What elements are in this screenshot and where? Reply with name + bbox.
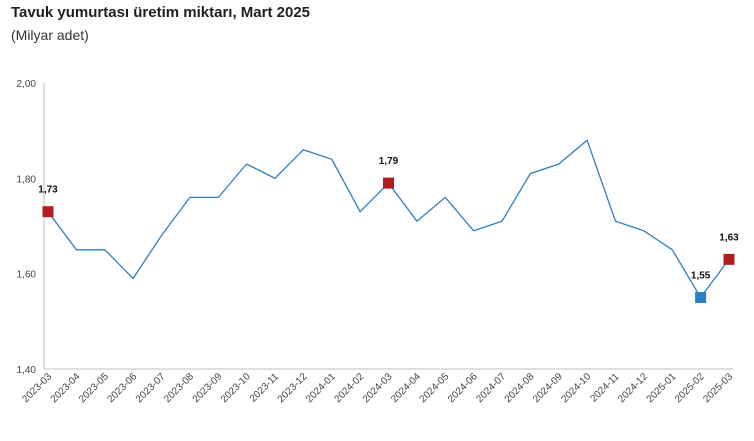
x-tick-label: 2024-08 <box>503 371 537 405</box>
x-tick-label: 2024-10 <box>560 371 594 405</box>
y-tick-label: 1,60 <box>17 270 37 281</box>
y-tick-label: 2,00 <box>17 79 37 90</box>
x-tick-label: 2024-06 <box>446 371 480 405</box>
x-tick-label: 2023-05 <box>77 371 111 405</box>
y-tick-label: 1,80 <box>17 174 37 185</box>
chart-subtitle: (Milyar adet) <box>11 27 89 43</box>
x-tick-label: 2023-04 <box>49 371 83 405</box>
data-label: 1,63 <box>719 232 739 243</box>
x-tick-label: 2024-05 <box>418 371 452 405</box>
x-tick-label: 2023-12 <box>276 371 310 405</box>
data-point-marker <box>695 292 707 303</box>
x-tick-label: 2024-01 <box>304 371 338 405</box>
x-tick-label: 2023-03 <box>20 371 54 405</box>
x-tick-label: 2025-03 <box>701 371 735 405</box>
data-point-marker <box>383 177 394 189</box>
x-tick-label: 2024-03 <box>361 371 395 405</box>
x-tick-label: 2023-11 <box>248 371 282 405</box>
data-label: 1,55 <box>691 271 711 282</box>
x-tick-label: 2024-11 <box>588 371 622 405</box>
data-point-marker <box>42 206 54 218</box>
x-tick-label: 2023-06 <box>106 371 140 405</box>
x-tick-label: 2023-09 <box>191 371 225 405</box>
x-tick-label: 2024-04 <box>389 371 423 405</box>
data-point-marker <box>723 253 735 265</box>
x-tick-label: 2023-07 <box>134 371 168 405</box>
x-tick-label: 2024-09 <box>531 371 565 405</box>
chart-title: Tavuk yumurtası üretim miktarı, Mart 202… <box>11 4 311 21</box>
x-tick-label: 2024-07 <box>474 371 508 405</box>
x-tick-label: 2024-12 <box>616 371 650 405</box>
data-label: 1,73 <box>38 185 58 196</box>
x-tick-label: 2025-02 <box>673 371 707 405</box>
x-tick-label: 2024-02 <box>333 371 367 405</box>
x-tick-label: 2025-01 <box>645 371 679 405</box>
x-tick-label: 2023-10 <box>219 371 253 405</box>
data-label: 1,79 <box>379 156 399 167</box>
y-tick-label: 1,40 <box>17 365 37 376</box>
x-tick-label: 2023-08 <box>162 371 196 405</box>
